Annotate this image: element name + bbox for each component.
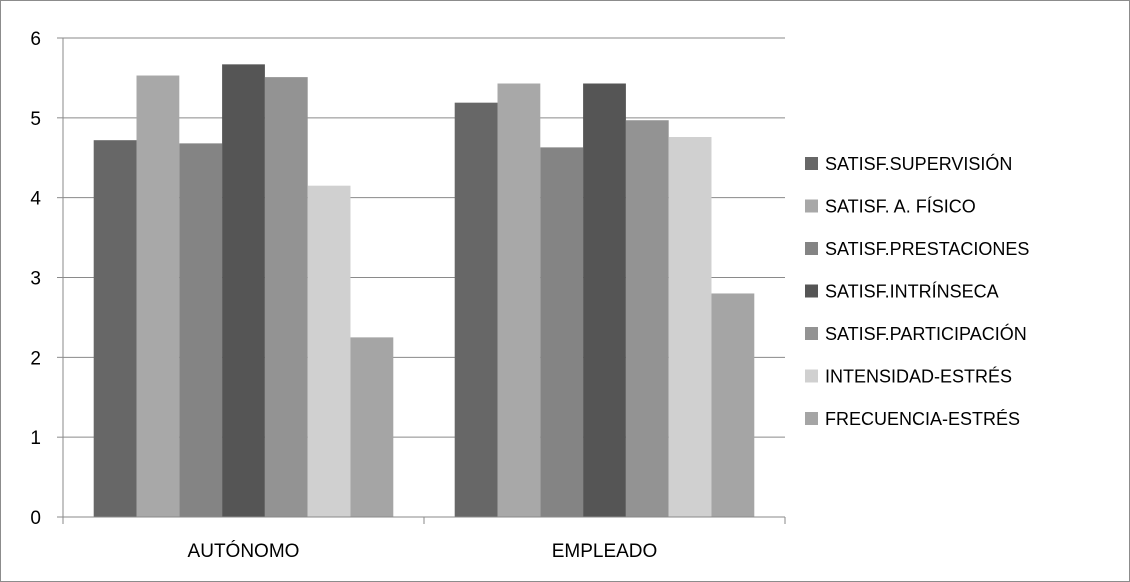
legend-item: FRECUENCIA-ESTRÉS: [805, 409, 1020, 429]
y-tick-label: 2: [30, 348, 41, 369]
legend-swatch: [805, 157, 818, 170]
y-tick-label: 4: [30, 189, 41, 210]
legend-item: SATISF.PRESTACIONES: [805, 239, 1029, 259]
x-category-label: AUTÓNOMO: [188, 540, 300, 562]
legend-item: SATISF.SUPERVISIÓN: [805, 153, 1012, 174]
y-tick-label: 0: [30, 508, 41, 529]
legend-item: INTENSIDAD-ESTRÉS: [805, 367, 1012, 387]
legend-item: SATISF.INTRÍNSECA: [805, 282, 999, 302]
bar-autónomo-4: [264, 77, 308, 517]
y-tick-label: 3: [30, 269, 41, 290]
legend-item: SATISF. A. FÍSICO: [805, 197, 976, 217]
y-tick-label: 6: [30, 29, 41, 50]
bar-empleado-1: [497, 83, 541, 517]
legend-label: SATISF.PARTICIPACIÓN: [825, 323, 1027, 344]
bar-autónomo-2: [179, 143, 223, 517]
bar-empleado-0: [454, 102, 498, 517]
legend-swatch: [805, 242, 818, 255]
legend: SATISF.SUPERVISIÓN SATISF. A. FÍSICO SATIS…: [805, 153, 1029, 429]
legend-item: SATISF.PARTICIPACIÓN: [805, 323, 1027, 344]
y-tick-label: 1: [30, 428, 41, 449]
bar-autónomo-5: [307, 185, 351, 518]
legend-swatch: [805, 199, 818, 213]
bars: [93, 64, 755, 518]
legend-swatch: [805, 369, 818, 383]
bar-empleado-6: [711, 293, 755, 517]
legend-swatch: [805, 284, 818, 298]
x-category-label: EMPLEADO: [552, 541, 658, 562]
bar-autónomo-3: [222, 64, 265, 517]
legend-label: FRECUENCIA-ESTRÉS: [825, 409, 1020, 429]
y-tick-label: 5: [30, 109, 41, 130]
bar-empleado-5: [668, 136, 712, 517]
legend-swatch: [805, 412, 818, 425]
bar-autónomo-1: [136, 75, 180, 517]
bar-empleado-3: [583, 83, 626, 517]
bar-empleado-2: [540, 147, 584, 517]
bar-empleado-4: [625, 120, 669, 517]
legend-label: SATISF.SUPERVISIÓN: [825, 153, 1012, 174]
bar-autónomo-0: [93, 140, 137, 518]
legend-label: SATISF.PRESTACIONES: [825, 239, 1029, 259]
legend-label: SATISF.INTRÍNSECA: [825, 282, 999, 302]
legend-label: INTENSIDAD-ESTRÉS: [825, 367, 1012, 387]
legend-label: SATISF. A. FÍSICO: [825, 197, 976, 217]
axes: 0 1 2 3 4 5 6 AUTÓNOMO EMPLEADO: [30, 29, 786, 562]
bar-autónomo-6: [350, 337, 394, 517]
legend-swatch: [805, 327, 818, 340]
